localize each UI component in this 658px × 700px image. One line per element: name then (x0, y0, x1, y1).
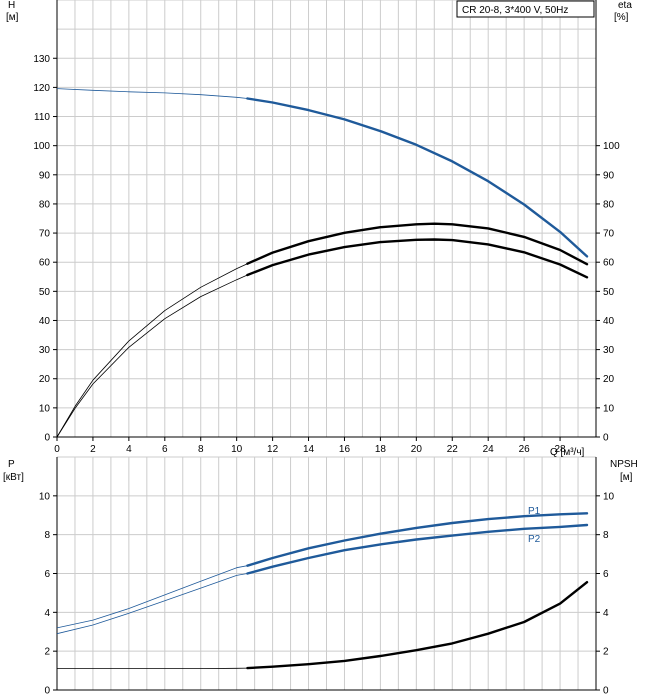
bottom-y-left-unit: [кВт] (3, 472, 24, 483)
top-series (56, 88, 589, 438)
x-tick-label: 18 (375, 444, 387, 455)
series-P1-line (246, 512, 589, 567)
x-tick-label: 20 (411, 444, 423, 455)
x-tick-label: 6 (162, 444, 168, 455)
y-left-tick-label: 70 (39, 229, 51, 240)
y-left-tick-label: 6 (44, 569, 50, 580)
top-grid (57, 0, 597, 437)
x-tick-label: 4 (126, 444, 132, 455)
y-left-tick-label: 2 (44, 647, 50, 658)
top-y-left-title: H (8, 0, 15, 11)
top-y-left-unit: [м] (6, 12, 19, 23)
y-left-tick-label: 80 (39, 199, 51, 210)
series-eta_upper-line (246, 222, 589, 266)
series-H-line (246, 97, 589, 258)
series-eta_lower-line (246, 238, 589, 279)
y-right-tick-label: 8 (603, 530, 609, 541)
legend-box (456, 0, 595, 18)
y-right-tick-label: 100 (603, 141, 620, 152)
y-left-tick-label: 120 (33, 83, 50, 94)
series-NPSH-thin (57, 667, 248, 669)
x-tick-label: 12 (267, 444, 279, 455)
x-tick-label: 14 (303, 444, 315, 455)
x-axis-title: Q [м³/ч] (550, 447, 585, 458)
series-H-thin (56, 88, 248, 99)
series-P2-line (246, 523, 589, 575)
y-right-tick-label: 0 (603, 433, 609, 444)
series-P1-thin (56, 565, 248, 629)
y-left-tick-label: 40 (39, 316, 51, 327)
x-tick-label: 22 (447, 444, 459, 455)
series-eta_lower-thin (56, 274, 248, 438)
y-left-tick-label: 100 (33, 141, 50, 152)
y-left-tick-label: 0 (44, 433, 50, 444)
bottom-y-right-tick-labels: 0 2 4 6 8 10 (596, 491, 615, 697)
series-P2-thin (56, 573, 248, 635)
y-right-tick-label: 20 (603, 374, 615, 385)
y-left-tick-label: 10 (39, 491, 51, 502)
y-right-tick-label: 30 (603, 345, 615, 356)
x-tick-label: 24 (483, 444, 495, 455)
series-eta_upper-thin (56, 263, 248, 438)
y-left-tick-label: 20 (39, 374, 51, 385)
top-y-right-tick-labels: 0 10 20 30 40 50 60 70 80 90 100 (596, 141, 620, 444)
series-label-p1: P1 (528, 506, 541, 517)
y-right-tick-label: 0 (603, 686, 609, 697)
top-y-left-tick-labels: 0 10 20 30 40 50 60 70 80 90 100 110 120 130 (33, 54, 57, 444)
y-right-tick-label: 6 (603, 569, 609, 580)
y-right-tick-label: 2 (603, 647, 609, 658)
x-tick-label: 10 (231, 444, 243, 455)
y-left-tick-label: 50 (39, 287, 51, 298)
y-left-tick-label: 10 (39, 403, 51, 414)
bottom-y-left-title: P (8, 459, 15, 470)
top-y-right-title: eta (618, 0, 632, 11)
x-tick-label: 16 (339, 444, 351, 455)
x-tick-label: 26 (519, 444, 531, 455)
y-right-tick-label: 60 (603, 258, 615, 269)
legend-label: CR 20-8, 3*400 V, 50Hz (462, 5, 568, 16)
series-label-p2: P2 (528, 534, 541, 545)
y-right-tick-label: 4 (603, 608, 609, 619)
x-tick-label: 2 (90, 444, 96, 455)
series-NPSH-line (246, 581, 589, 670)
y-left-tick-label: 130 (33, 54, 50, 65)
y-left-tick-label: 8 (44, 530, 50, 541)
y-left-tick-label: 0 (44, 686, 50, 697)
y-left-tick-label: 90 (39, 170, 51, 181)
bottom-y-right-unit: [м] (620, 472, 633, 483)
bottom-series (56, 512, 589, 670)
y-left-tick-label: 4 (44, 608, 50, 619)
top-y-right-unit: [%] (614, 12, 629, 23)
y-right-tick-label: 10 (603, 403, 615, 414)
y-left-tick-label: 30 (39, 345, 51, 356)
x-tick-label: 8 (198, 444, 204, 455)
bottom-y-right-title: NPSH (610, 459, 638, 470)
y-right-tick-label: 90 (603, 170, 615, 181)
y-left-tick-label: 110 (34, 112, 50, 123)
y-left-tick-label: 60 (39, 258, 51, 269)
y-right-tick-label: 50 (603, 287, 615, 298)
y-right-tick-label: 10 (603, 491, 615, 502)
top-axes (56, 0, 597, 438)
top-x-tick-labels: 0 2 4 6 8 10 12 14 16 18 20 22 24 26 28 (54, 437, 566, 455)
x-tick-label: 0 (54, 444, 60, 455)
y-right-tick-label: 70 (603, 229, 615, 240)
y-right-tick-label: 80 (603, 199, 615, 210)
x-tick-label: 28 (555, 444, 567, 455)
bottom-y-left-tick-labels: 0 2 4 6 8 10 (39, 491, 57, 697)
y-right-tick-label: 40 (603, 316, 615, 327)
